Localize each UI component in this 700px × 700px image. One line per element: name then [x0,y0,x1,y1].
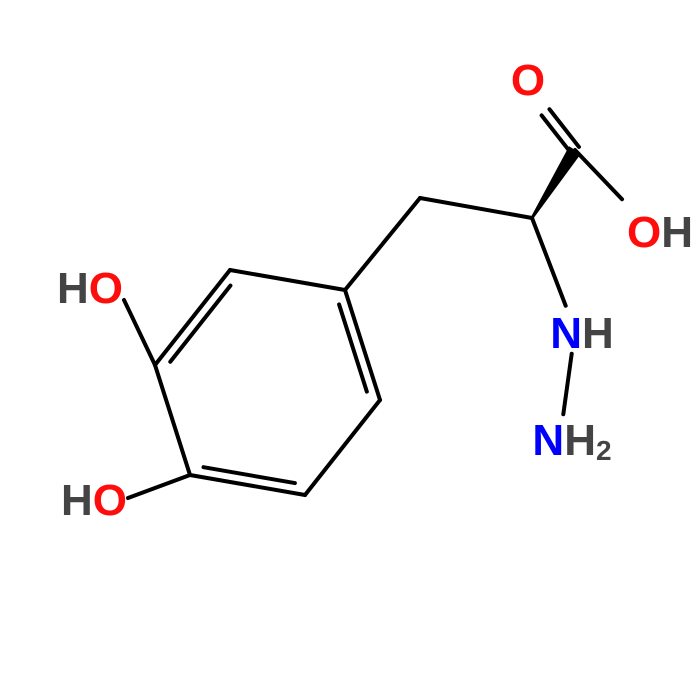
bond [563,354,571,414]
bond [575,150,622,199]
bond [531,146,581,218]
bond [155,270,230,365]
atom-label: OH [627,208,693,257]
bond [230,270,345,290]
atom-label: NH2 [532,416,611,466]
molecule-diagram: HO HO O OH NH NH2 [0,0,700,700]
bond [170,286,230,362]
bond [345,198,420,290]
bond [190,475,305,495]
atom-label: HO [61,476,127,525]
bond [124,300,155,365]
atom-label: O [511,56,545,105]
bond [128,475,190,498]
atom-label: HO [57,264,123,313]
bond [420,198,532,218]
atom-label: NH [550,309,614,358]
bond [155,365,190,475]
bond [532,218,566,306]
bond [305,400,380,495]
